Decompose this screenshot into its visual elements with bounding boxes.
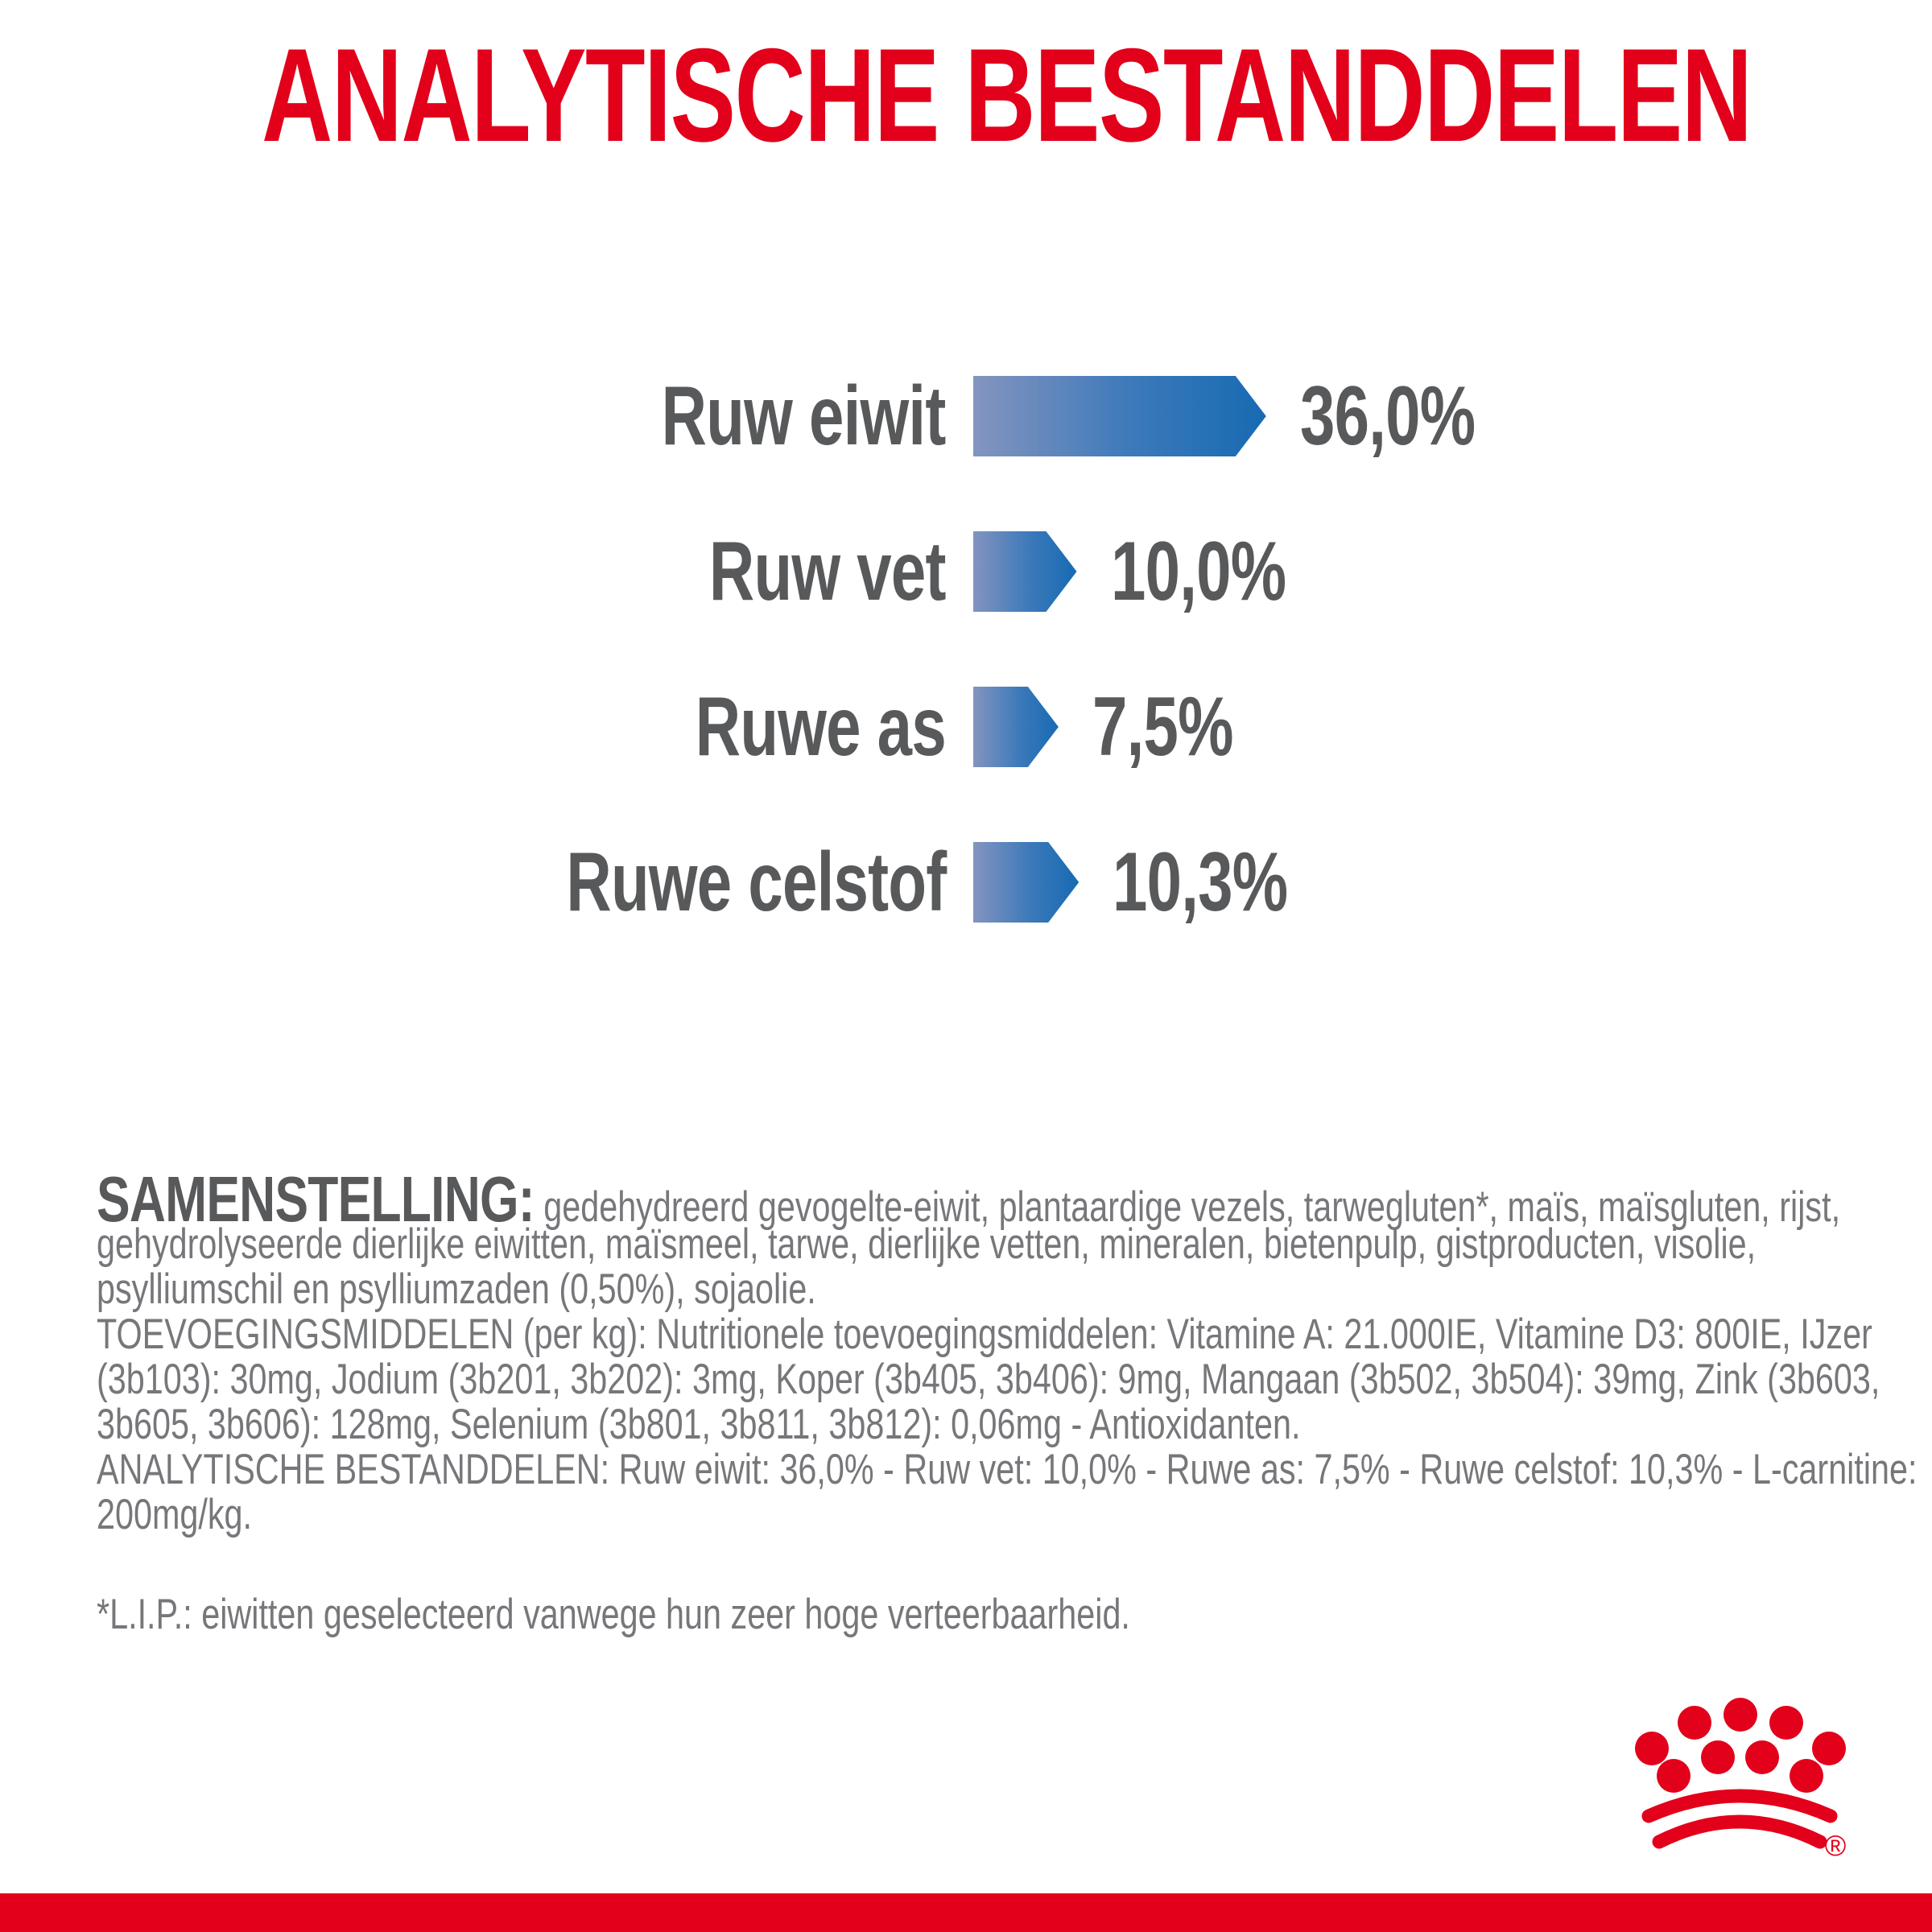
chart-row-label-cell: Ruwe celstof [0, 835, 947, 931]
chart-row-label-cell: Ruwe as [0, 679, 947, 775]
crown-base-arcs [1641, 1789, 1838, 1849]
chart-row-value-cell: 10,0% [1111, 524, 1344, 620]
chart-row-value: 10,3% [1113, 835, 1288, 929]
chart-row: Ruw vet 10,0% [0, 525, 1932, 618]
composition-line: (3b103): 30mg, Jodium (3b201, 3b202): 3m… [97, 1356, 1880, 1403]
bar-arrow [973, 531, 1077, 612]
lip-footnote: *L.I.P.: eiwitten geselecteerd vanwege h… [97, 1591, 1130, 1638]
chart-row-label-cell: Ruw eiwit [0, 369, 947, 464]
bottom-red-bar [0, 1893, 1932, 1932]
royal-canin-crown-logo: ® [1635, 1698, 1847, 1862]
composition-line: psylliumschil en psylliumzaden (0,50%), … [97, 1265, 816, 1313]
composition-section: SAMENSTELLING: gedehydreerd gevogelte-ei… [97, 1167, 1918, 1538]
chart-row-label: Ruw vet [709, 524, 947, 618]
bar-arrow [973, 376, 1266, 456]
composition-line: TOEVOEGINGSMIDDELEN (per kg): Nutritione… [97, 1311, 1872, 1358]
bar-arrow [973, 687, 1059, 767]
page-title-wrap: ANALYTISCHE BESTANDDELEN [0, 29, 1932, 162]
composition-line-1-text: gedehydreerd gevogelte-eiwit, plantaardi… [543, 1183, 1841, 1231]
composition-line-1: SAMENSTELLING: gedehydreerd gevogelte-ei… [97, 1167, 1840, 1232]
chart-row-value: 7,5% [1092, 679, 1234, 774]
chart-row: Ruwe as 7,5% [0, 680, 1932, 774]
composition-line: gehydrolyseerde dierlijke eiwitten, maïs… [97, 1220, 1757, 1268]
registered-mark: ® [1825, 1829, 1847, 1862]
chart-row-value: 10,0% [1110, 524, 1286, 618]
composition-line: ANALYTISCHE BESTANDDELEN: Ruw eiwit: 36,… [97, 1446, 1918, 1493]
chart-row-label: Ruwe as [695, 679, 947, 774]
chart-row: Ruwe celstof 10,3% [0, 836, 1932, 929]
chart-row-label: Ruw eiwit [662, 369, 947, 463]
crown-dots [1635, 1698, 1846, 1793]
composition-line: 200mg/kg. [97, 1491, 253, 1538]
chart-row-value-cell: 7,5% [1092, 679, 1280, 775]
chart-row: Ruw eiwit 36,0% [0, 369, 1932, 463]
composition-lines: gehydrolyseerde dierlijke eiwitten, maïs… [97, 1220, 1918, 1538]
chart-row-label: Ruwe celstof [565, 835, 947, 929]
composition-line: 3b605, 3b606): 128mg, Selenium (3b801, 3… [97, 1401, 1301, 1448]
chart-row-value-cell: 10,3% [1113, 835, 1346, 931]
composition-lead: SAMENSTELLING: [97, 1163, 535, 1235]
chart-row-label-cell: Ruw vet [0, 524, 947, 620]
chart-row-value: 36,0% [1299, 369, 1476, 463]
bar-arrow [973, 842, 1079, 923]
chart-row-value-cell: 36,0% [1300, 369, 1534, 464]
page-title: ANALYTISCHE BESTANDDELEN [262, 21, 1752, 169]
